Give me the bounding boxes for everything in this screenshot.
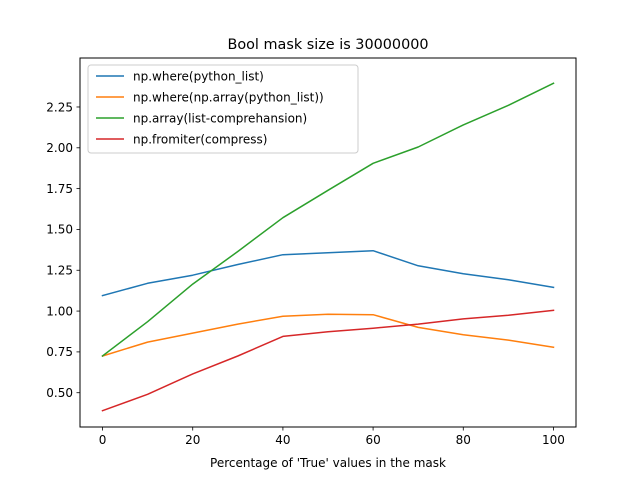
- y-tick-label-4: 1.50: [46, 223, 73, 237]
- series-layer: [101, 82, 555, 412]
- x-tick-label-1: 20: [185, 433, 200, 447]
- x-tick-label-0: 0: [99, 433, 107, 447]
- series-line-0: [101, 249, 555, 297]
- series-line-3: [101, 309, 555, 412]
- x-axis-label: Percentage of 'True' values in the mask: [210, 456, 446, 470]
- legend-label-2: np.array(list-comprehansion): [133, 111, 307, 125]
- x-axis: 0 20 40 60 80 100: [99, 427, 565, 447]
- series-line-2: [101, 82, 555, 358]
- legend-label-1: np.where(np.array(python_list)): [133, 90, 324, 104]
- legend-box: [87, 64, 359, 154]
- legend: np.where(python_list) np.where(np.array(p…: [87, 64, 359, 154]
- y-tick-label-0: 0.50: [46, 386, 73, 400]
- x-tick-label-2: 40: [275, 433, 290, 447]
- y-tick-label-3: 1.25: [46, 264, 73, 278]
- y-tick-label-7: 2.25: [46, 100, 73, 114]
- y-tick-label-1: 0.75: [46, 345, 73, 359]
- x-tick-label-4: 80: [456, 433, 471, 447]
- y-tick-label-2: 1.00: [46, 304, 73, 318]
- legend-label-0: np.where(python_list): [133, 69, 264, 83]
- plot-frame: [79, 57, 577, 428]
- y-axis: 0.50 0.75 1.00 1.25 1.50 1.75 2.00 2.25: [46, 100, 80, 400]
- series-line-1: [101, 313, 555, 357]
- y-tick-label-6: 2.00: [46, 141, 73, 155]
- x-tick-label-5: 100: [542, 433, 565, 447]
- chart-title: Bool mask size is 30000000: [227, 37, 428, 53]
- x-tick-label-3: 60: [365, 433, 380, 447]
- y-tick-label-5: 1.75: [46, 182, 73, 196]
- legend-label-3: np.fromiter(compress): [133, 132, 267, 146]
